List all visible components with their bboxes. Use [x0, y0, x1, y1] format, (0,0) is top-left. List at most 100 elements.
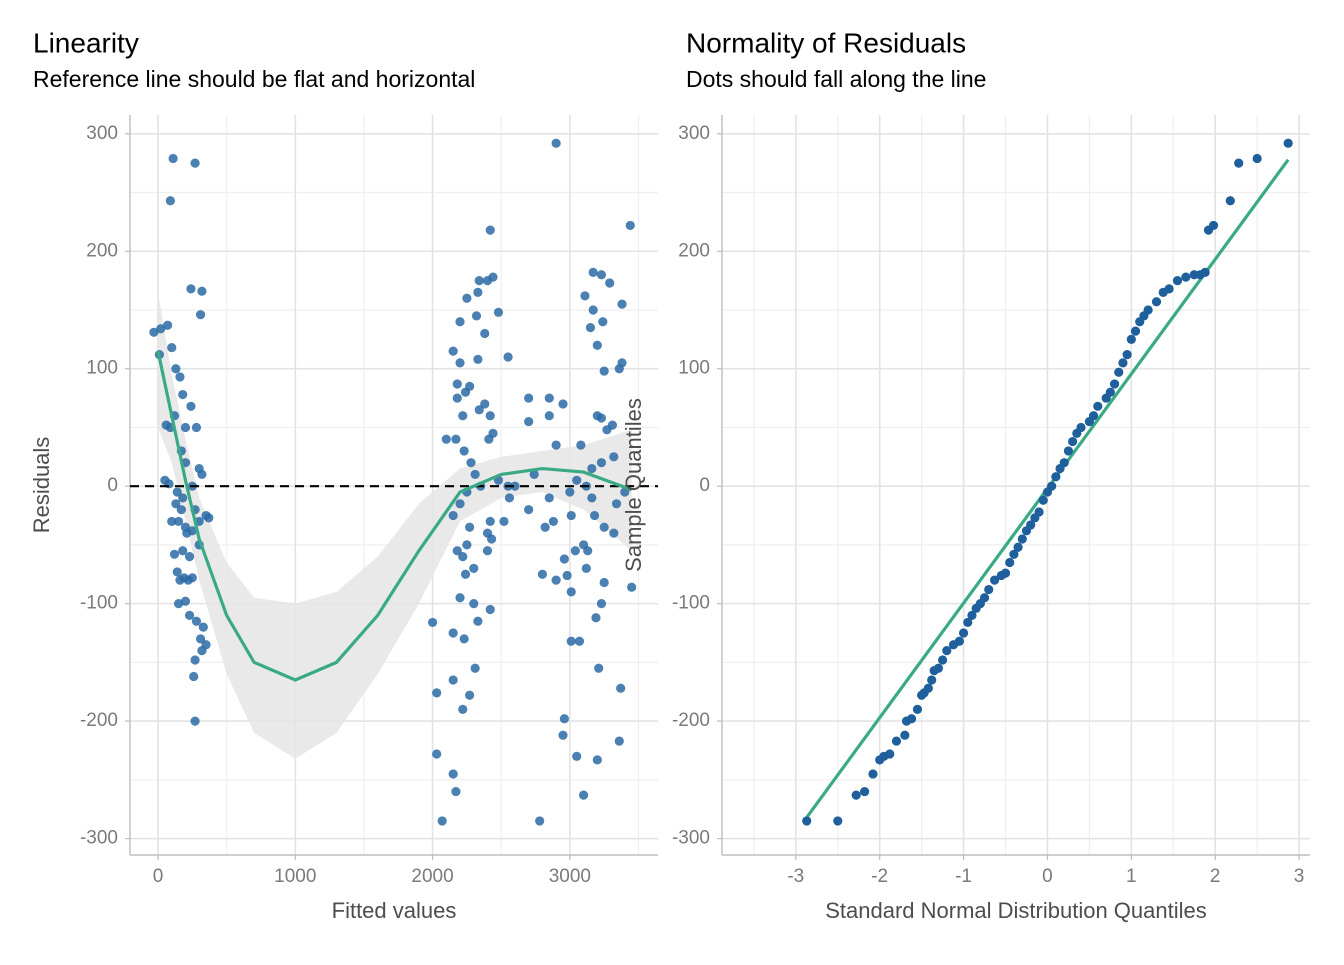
data-point	[499, 516, 509, 527]
data-point	[204, 513, 214, 523]
x-tick-label: -2	[871, 866, 888, 887]
data-point	[566, 636, 576, 646]
data-point	[459, 446, 469, 456]
data-point	[616, 683, 626, 693]
data-point	[598, 317, 608, 327]
data-point	[1130, 326, 1141, 336]
data-point	[1013, 542, 1023, 552]
data-point	[190, 158, 200, 168]
data-point	[190, 655, 200, 665]
data-point	[455, 317, 465, 327]
data-point	[482, 546, 493, 556]
data-point	[485, 604, 495, 615]
data-point	[1047, 481, 1057, 491]
data-point	[1252, 153, 1262, 164]
data-point	[187, 573, 197, 583]
data-point	[462, 540, 472, 550]
data-point	[186, 401, 196, 411]
data-point	[990, 575, 1000, 585]
data-point	[168, 153, 178, 164]
confidence-band	[158, 292, 632, 759]
data-point	[581, 563, 591, 573]
data-point	[565, 487, 575, 497]
data-point	[191, 422, 202, 433]
panel-subtitle: Reference line should be flat and horizo…	[33, 66, 475, 92]
data-point	[1114, 367, 1124, 377]
data-point	[493, 307, 504, 317]
data-point	[1109, 379, 1120, 389]
data-point	[488, 272, 498, 282]
data-point	[469, 563, 479, 573]
data-point	[979, 593, 990, 603]
data-point	[588, 267, 598, 277]
data-point	[938, 655, 948, 665]
data-point	[529, 469, 539, 480]
data-point	[480, 328, 490, 339]
data-point	[485, 516, 495, 527]
x-tick-label: -3	[787, 866, 804, 887]
data-point	[448, 675, 458, 685]
data-point	[954, 636, 964, 646]
data-point	[524, 505, 534, 515]
x-tick-label: -1	[955, 866, 972, 887]
data-point	[906, 714, 917, 724]
data-point	[589, 510, 600, 521]
data-point	[469, 599, 479, 609]
data-point	[452, 393, 462, 403]
data-point	[458, 411, 468, 421]
data-point	[942, 646, 952, 656]
y-tick-label: -200	[672, 710, 710, 731]
data-point	[175, 575, 185, 585]
data-point	[544, 493, 554, 503]
data-point	[448, 769, 458, 779]
data-point	[1200, 267, 1210, 277]
data-point	[900, 730, 910, 740]
data-point	[487, 534, 497, 544]
data-point	[587, 493, 597, 503]
data-point	[473, 616, 483, 626]
data-point	[570, 546, 580, 556]
y-tick-label: -100	[672, 593, 710, 614]
data-point	[184, 552, 195, 562]
data-point	[190, 716, 200, 726]
data-point	[178, 389, 188, 400]
data-point	[562, 570, 572, 581]
data-point	[524, 393, 534, 403]
data-point	[576, 440, 586, 450]
data-point	[503, 352, 513, 362]
x-tick-label: 0	[1042, 866, 1053, 887]
data-point	[197, 286, 207, 296]
data-point	[559, 714, 569, 724]
data-point	[197, 646, 207, 656]
y-tick-label: 300	[678, 123, 710, 144]
data-point	[169, 549, 180, 559]
data-point	[923, 683, 933, 693]
data-point	[558, 730, 568, 740]
data-point	[544, 411, 554, 421]
data-point	[627, 582, 637, 592]
data-point	[851, 790, 861, 800]
data-point	[1126, 334, 1136, 344]
data-point	[1181, 272, 1191, 282]
data-point	[1151, 297, 1162, 307]
data-point	[599, 522, 609, 532]
data-point	[602, 425, 612, 435]
data-point	[1034, 507, 1044, 517]
y-tick-label: 0	[699, 475, 710, 496]
data-point	[198, 622, 208, 632]
data-point	[1051, 472, 1061, 482]
data-point	[617, 299, 627, 309]
data-point	[535, 816, 545, 826]
data-point	[465, 690, 475, 700]
data-point	[195, 310, 206, 320]
data-point	[455, 358, 465, 368]
y-tick-label: 300	[86, 123, 118, 144]
data-point	[1068, 436, 1078, 447]
data-point	[609, 528, 619, 538]
data-point	[432, 688, 442, 698]
data-point	[599, 366, 609, 376]
data-point	[591, 613, 601, 623]
data-point	[611, 499, 622, 509]
data-point	[485, 411, 495, 421]
